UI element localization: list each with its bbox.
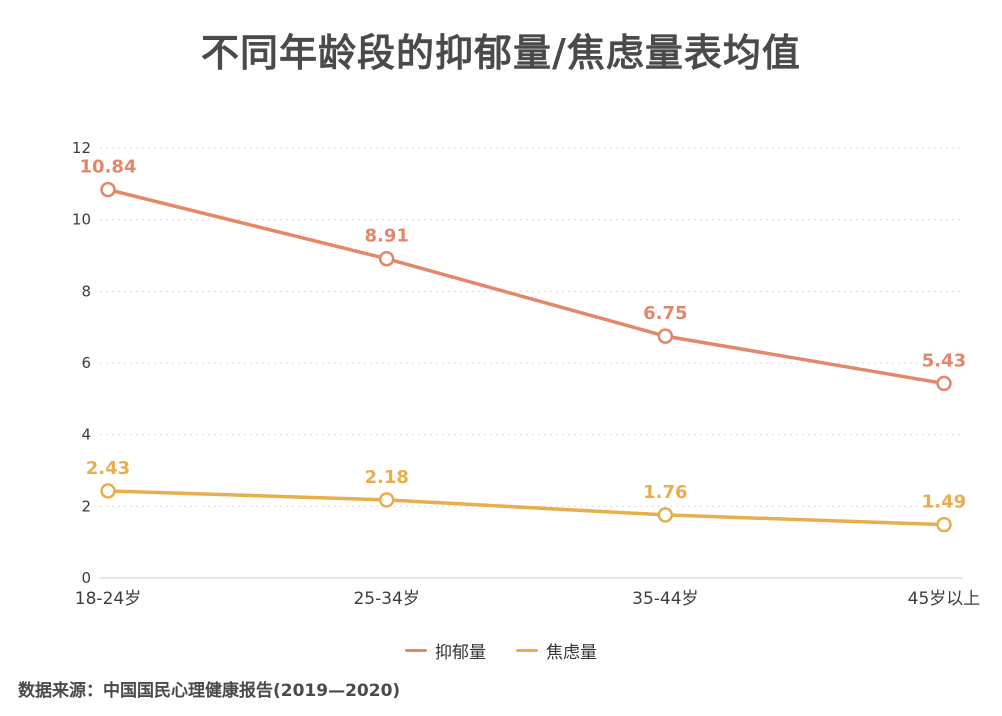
legend-item-depression[interactable]: 抑郁量 [405,638,486,663]
series-line-depression [106,187,946,386]
y-tick-label: 4 [81,426,91,444]
x-tick-label: 35-44岁 [632,589,698,609]
data-point-anxiety [100,483,116,499]
data-label-anxiety: 1.49 [922,492,966,513]
y-tick-label: 8 [81,282,91,300]
legend-item-anxiety[interactable]: 焦虑量 [516,638,597,663]
data-label-depression: 10.84 [80,157,137,178]
legend-label: 抑郁量 [435,643,486,663]
data-source-note: 数据来源：中国国民心理健康报告(2019—2020) [18,681,401,701]
chart-legend: 抑郁量 焦虑量 [0,638,1002,663]
data-point-anxiety [657,507,674,523]
data-point-depression [100,181,116,198]
data-point-anxiety [378,492,395,508]
legend-label: 焦虑量 [546,643,597,663]
y-tick-label: 12 [72,139,91,157]
data-label-depression: 6.75 [643,303,687,324]
y-tick-label: 0 [81,569,91,587]
line-chart: 0 2 4 6 8 10 12 18-24岁 25-34岁 35-44岁 45岁以上 10.84 8.9… [72,139,981,609]
data-point-depression [378,250,395,267]
data-label-depression: 5.43 [922,350,966,371]
data-label-anxiety: 1.76 [643,482,687,503]
data-label-anxiety: 2.43 [86,458,130,479]
data-point-anxiety [936,516,952,533]
data-label-anxiety: 2.18 [364,467,408,488]
y-tick-label: 10 [72,211,91,229]
y-tick-label: 2 [81,497,91,515]
legend-line-swatch [516,649,538,652]
data-point-depression [657,328,674,344]
data-label-depression: 8.91 [364,226,408,247]
data-point-depression [936,375,952,392]
x-tick-label: 45岁以上 [908,589,981,609]
legend-line-swatch [405,649,427,652]
y-tick-label: 6 [81,354,91,372]
x-tick-label: 18-24岁 [75,589,141,609]
series-line-anxiety [106,489,946,527]
x-tick-label: 25-34岁 [353,589,419,609]
chart-title: 不同年龄段的抑郁量/焦虑量表均值 [201,31,801,75]
